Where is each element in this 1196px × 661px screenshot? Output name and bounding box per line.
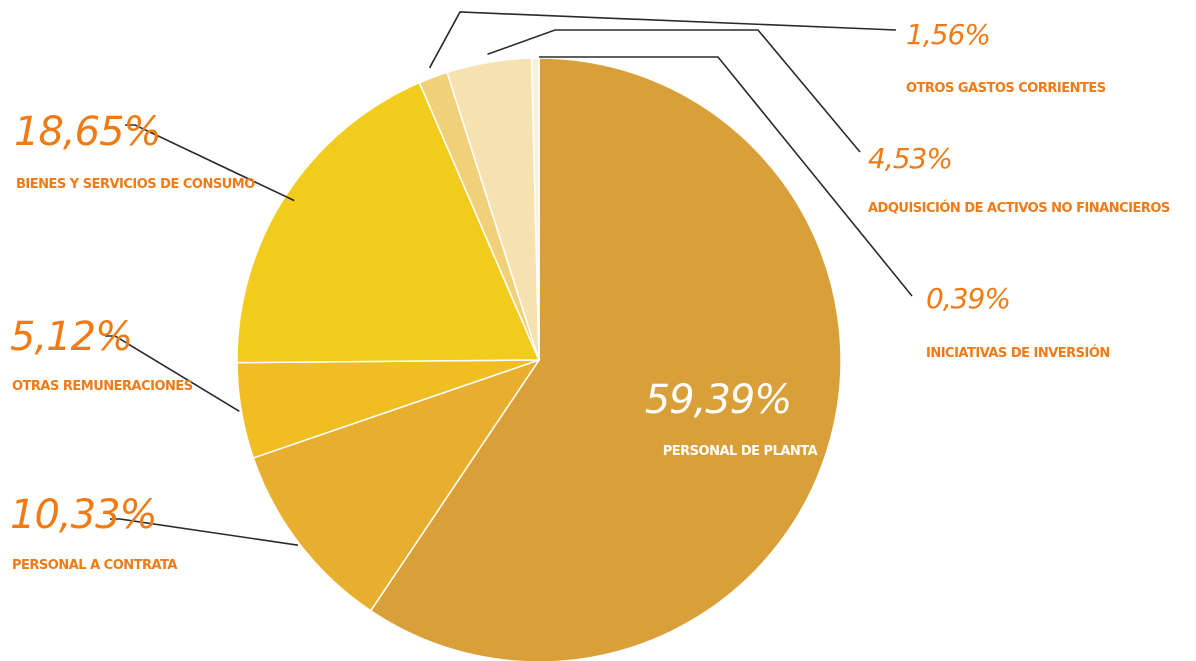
slice-label-activos-no-financieros: ADQUISICIÓN DE ACTIVOS NO FINANCIEROS [868,200,1170,216]
leader-line-5 [487,29,861,153]
pie-slice-0 [369,57,842,661]
slice-label-personal-a-contrata: PERSONAL A CONTRATA [12,558,177,573]
pct-label-otros-gastos-corrientes: 1,56% [906,18,990,51]
leader-line-1 [110,518,299,546]
slice-label-iniciativas-de-inversion: INICIATIVAS DE INVERSIÓN [926,345,1110,361]
slice-label-otras-remuneraciones: OTRAS REMUNERACIONES [12,379,193,394]
pct-label-otras-remuneraciones: 5,12% [10,314,132,360]
slice-label-bienes-y-servicios: BIENES Y SERVICIOS DE CONSUMO [16,177,255,192]
slice-label-personal-de-planta: PERSONAL DE PLANTA [663,444,818,459]
leader-line-4 [428,11,897,69]
pie-slice-3 [236,81,541,364]
leader-line-2 [105,335,240,412]
pct-label-personal-de-planta: 59,39% [645,377,792,423]
pct-label-iniciativas-de-inversion: 0,39% [926,282,1010,315]
pie-slice-6 [530,57,540,361]
pct-label-bienes-y-servicios: 18,65% [14,109,161,155]
pct-label-personal-a-contrata: 10,33% [10,492,157,538]
leader-lines [105,11,913,546]
leader-line-3 [125,124,295,202]
slice-label-otros-gastos-corrientes: OTROS GASTOS CORRIENTES [906,81,1106,96]
pie-slice-1 [252,358,541,612]
leader-line-6 [539,56,913,297]
pie-slices [236,57,842,661]
pct-label-activos-no-financieros: 4,53% [868,142,952,175]
